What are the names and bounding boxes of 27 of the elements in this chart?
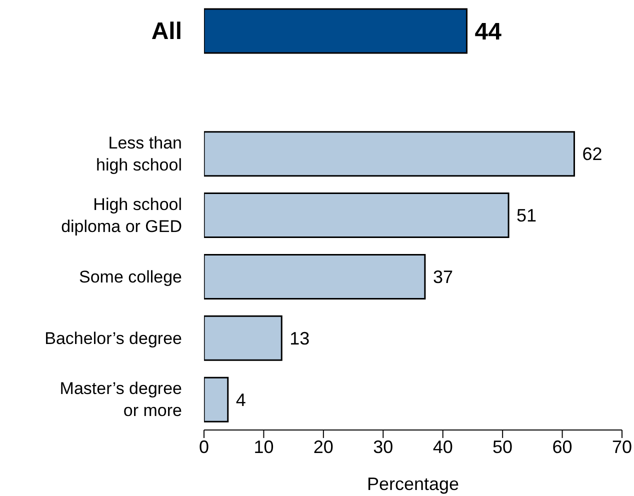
bar (204, 8, 468, 54)
y-tick-label: High school diploma or GED (61, 194, 182, 236)
bar (204, 315, 282, 361)
data-label: 62 (582, 144, 602, 164)
data-label: 51 (516, 206, 537, 226)
x-tick-label: 30 (373, 436, 394, 457)
y-tick-label: Some college (78, 267, 182, 286)
x-axis-title: Percentage (366, 474, 460, 494)
bar (204, 192, 510, 238)
bar (204, 376, 229, 422)
x-tick-label: 50 (492, 436, 513, 457)
data-label: 13 (290, 328, 310, 348)
bar (204, 131, 575, 177)
x-tick-label: 10 (254, 436, 274, 457)
data-label: 44 (474, 18, 502, 46)
y-tick-label: Less than high school (96, 134, 182, 175)
x-tick-label: 40 (432, 436, 453, 457)
x-tick-label: 0 (198, 436, 210, 457)
y-tick-label: All (151, 18, 182, 46)
data-label: 37 (432, 267, 453, 288)
data-label: 4 (236, 390, 246, 410)
x-tick-label: 20 (313, 436, 334, 457)
bar (204, 254, 426, 300)
y-tick-label: Bachelor’s degree (44, 328, 182, 348)
x-tick-label: 60 (552, 436, 572, 457)
y-tick-label: Master’s degree or more (60, 379, 182, 420)
x-tick-label: 70 (612, 436, 632, 457)
